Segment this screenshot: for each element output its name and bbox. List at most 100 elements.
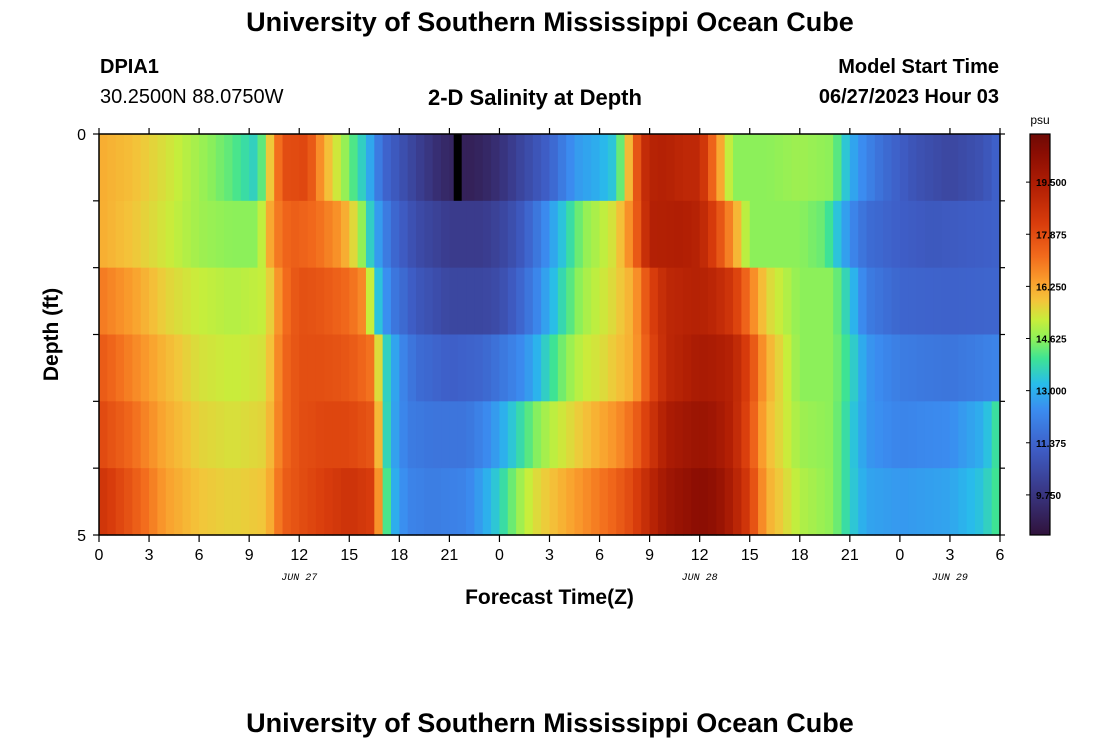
heatmap-cell — [666, 267, 676, 336]
heatmap-cell — [699, 134, 709, 202]
heatmap-cell — [282, 401, 292, 469]
heatmap-cell — [966, 401, 976, 469]
heatmap-cell — [274, 200, 284, 269]
heatmap-cell — [99, 334, 108, 402]
heatmap-cell — [315, 134, 325, 202]
heatmap-cell — [624, 200, 634, 269]
heatmap-cell — [516, 200, 526, 269]
heatmap-cell — [149, 401, 158, 469]
heatmap-cell — [632, 334, 642, 402]
heatmap-cell — [157, 401, 167, 469]
depth-layer-row — [99, 401, 1001, 469]
heatmap-cell — [816, 267, 826, 336]
heatmap-cell — [390, 401, 400, 469]
heatmap-cell — [457, 267, 467, 336]
heatmap-cell — [466, 134, 476, 202]
heatmap-cell — [307, 267, 317, 336]
heatmap-cell — [224, 267, 234, 336]
heatmap-cell — [958, 200, 968, 269]
heatmap-cell — [724, 468, 734, 536]
heatmap-cell — [265, 468, 275, 536]
model-start-value: 06/27/2023 Hour 03 — [818, 86, 999, 108]
heatmap-cell — [265, 401, 275, 469]
heatmap-cell — [441, 267, 450, 336]
heatmap-cell — [441, 468, 450, 536]
footer-title: University of Southern Mississippi Ocean… — [246, 708, 854, 738]
heatmap-cell — [791, 401, 801, 469]
heatmap-cell — [349, 134, 359, 202]
page-title: University of Southern Mississippi Ocean… — [246, 7, 854, 37]
heatmap-cell — [924, 200, 934, 269]
x-tick-label: 18 — [390, 547, 408, 564]
heatmap-cell — [724, 401, 734, 469]
heatmap-cell — [591, 267, 601, 336]
heatmap-cell — [282, 334, 292, 402]
heatmap-cell — [557, 468, 567, 536]
heatmap-cell — [482, 334, 492, 402]
heatmap-cell — [416, 134, 425, 202]
heatmap-cell — [849, 334, 859, 402]
heatmap-cell — [916, 401, 926, 469]
heatmap-cell — [666, 401, 676, 469]
heatmap-cell — [849, 200, 859, 269]
heatmap-cell — [307, 334, 317, 402]
heatmap-cell — [257, 267, 267, 336]
heatmap-cell — [649, 134, 659, 202]
heatmap-cell — [582, 334, 592, 402]
heatmap-cell — [165, 334, 175, 402]
heatmap-cell — [791, 134, 801, 202]
model-start-label: Model Start Time — [838, 56, 999, 78]
heatmap-cell — [349, 468, 359, 536]
heatmap-cell — [240, 468, 250, 536]
heatmap-cell — [749, 134, 759, 202]
heatmap-cell — [466, 200, 476, 269]
heatmap-cell — [482, 134, 492, 202]
heatmap-cell — [966, 334, 976, 402]
heatmap-cell — [174, 334, 184, 402]
heatmap-cell — [232, 200, 242, 269]
x-tick-label: 21 — [440, 547, 458, 564]
heatmap-cell — [591, 401, 601, 469]
heatmap-cell — [649, 200, 659, 269]
heatmap-cell — [866, 267, 876, 336]
heatmap-cell — [758, 134, 767, 202]
depth-layer-row — [99, 334, 1001, 402]
heatmap-cell — [566, 401, 576, 469]
heatmap-cell — [499, 468, 509, 536]
heatmap-cell — [641, 267, 651, 336]
x-tick-label: 0 — [95, 547, 104, 564]
heatmap-cell — [549, 134, 559, 202]
heatmap-cell — [791, 468, 801, 536]
heatmap-cell — [624, 468, 634, 536]
heatmap-cell — [933, 134, 943, 202]
heatmap-cell — [215, 267, 225, 336]
heatmap-cell — [174, 401, 184, 469]
heatmap-cell — [933, 401, 943, 469]
heatmap-cell — [215, 401, 225, 469]
heatmap-cell — [324, 401, 334, 469]
heatmap-cell — [441, 334, 450, 402]
heatmap-cell — [724, 267, 734, 336]
heatmap-cell — [891, 200, 901, 269]
chart-title: 2-D Salinity at Depth — [428, 85, 642, 110]
heatmap-cell — [265, 334, 275, 402]
heatmap-cell — [382, 200, 392, 269]
heatmap-cell — [741, 401, 751, 469]
heatmap-cell — [390, 200, 400, 269]
heatmap-cell — [874, 468, 884, 536]
x-tick-label: 15 — [340, 547, 358, 564]
heatmap-cell — [708, 134, 717, 202]
heatmap-cell — [708, 200, 717, 269]
heatmap-cell — [716, 468, 726, 536]
heatmap-cell — [632, 401, 642, 469]
colorbar-label: 9.750 — [1036, 491, 1061, 502]
heatmap-cell — [966, 134, 976, 202]
heatmap-cell — [699, 200, 709, 269]
heatmap-cell — [758, 334, 767, 402]
heatmap-cell — [966, 200, 976, 269]
heatmap-cell — [682, 200, 692, 269]
heatmap-cell — [883, 134, 893, 202]
heatmap-cell — [616, 134, 626, 202]
heatmap-cell — [616, 468, 626, 536]
heatmap-cell — [616, 267, 626, 336]
